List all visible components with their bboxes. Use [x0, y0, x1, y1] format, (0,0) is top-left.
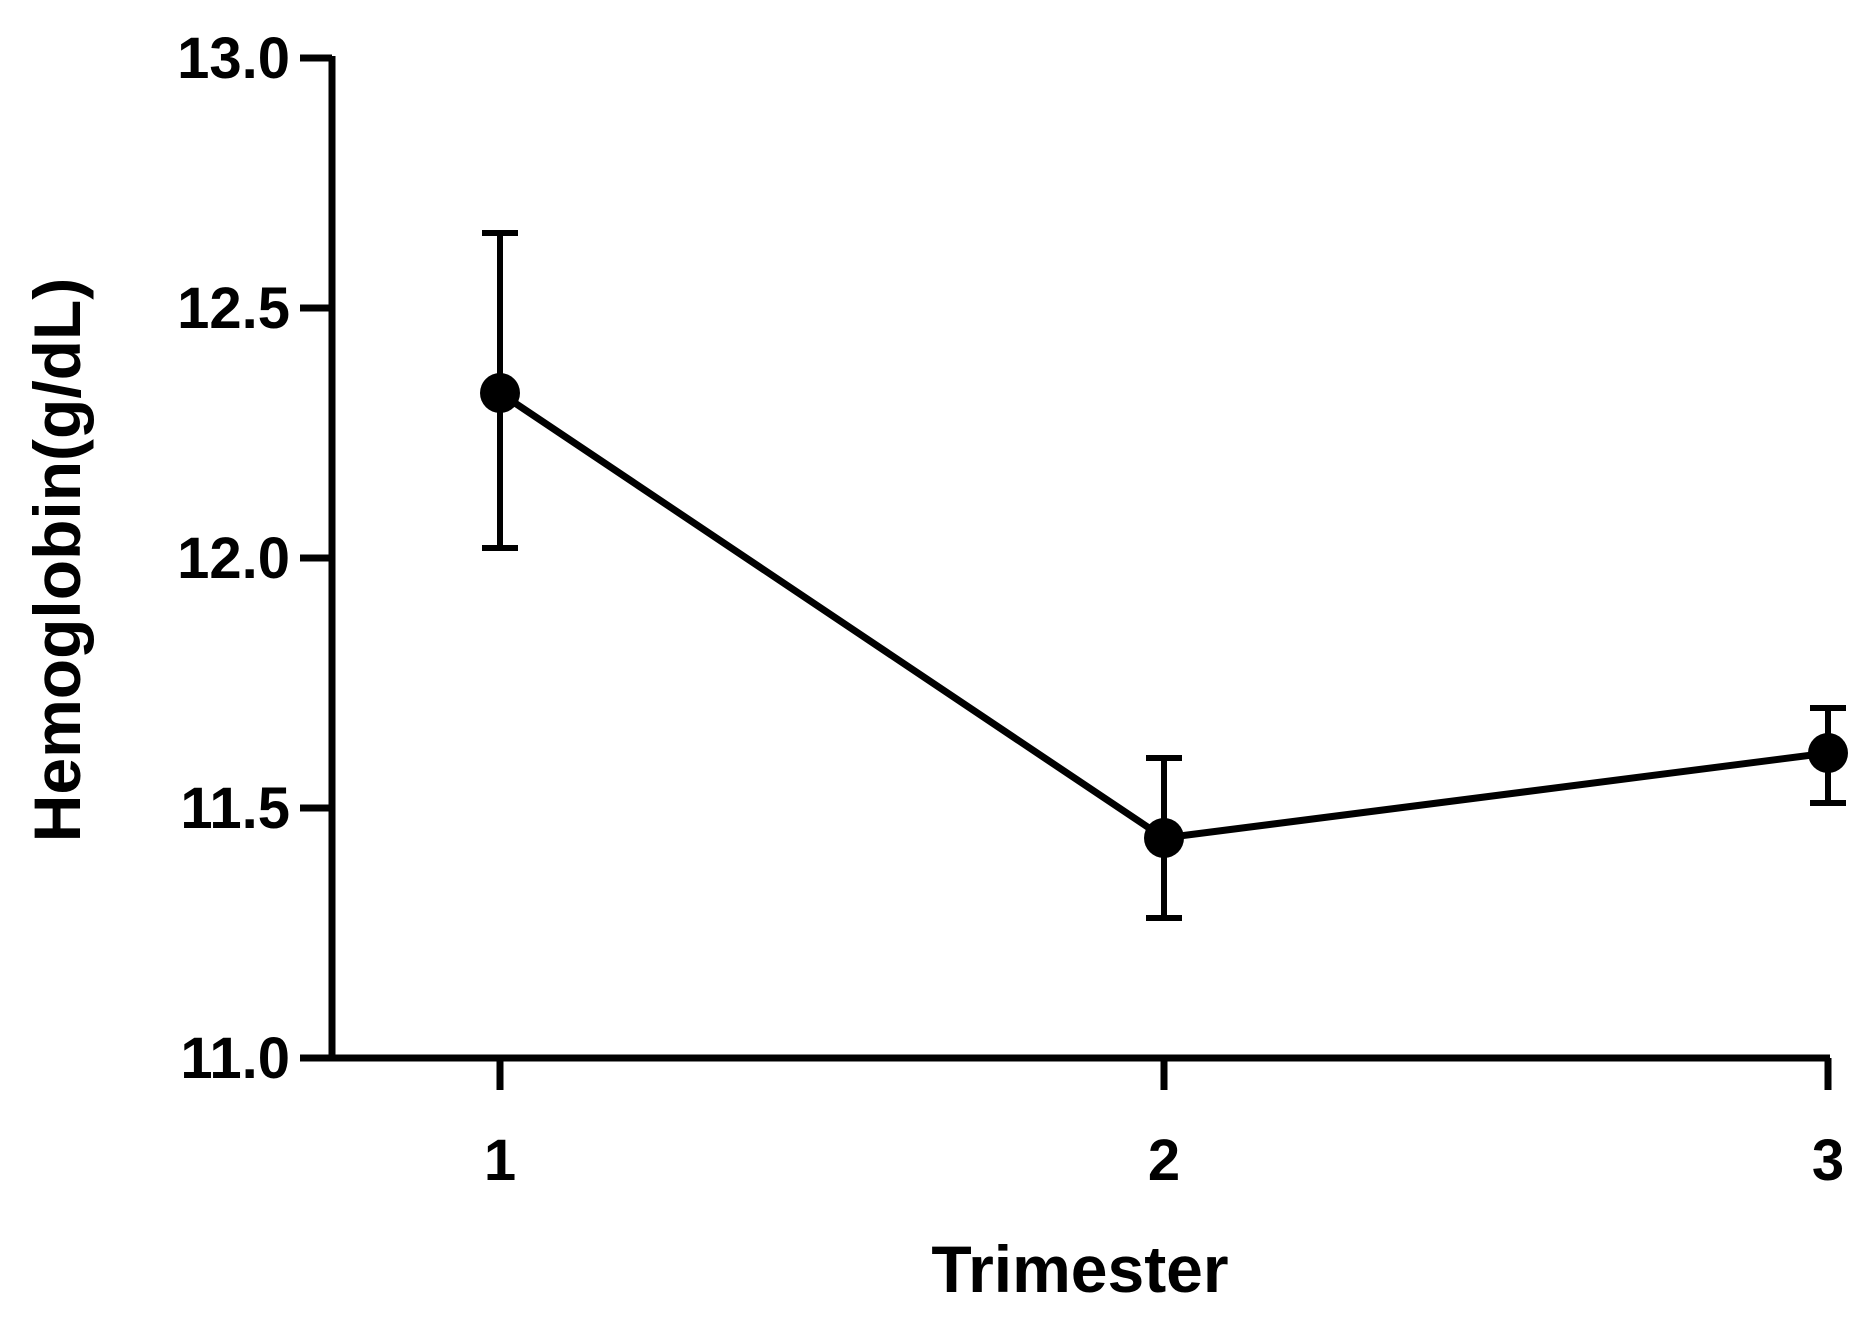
y-tick-label: 12.5	[177, 276, 290, 341]
x-ticks: 1 2 3	[484, 1058, 1844, 1193]
x-axis-title: Trimester	[931, 1232, 1228, 1306]
data-point	[1808, 733, 1848, 773]
y-tick-label: 11.5	[180, 776, 290, 841]
x-tick-label: 3	[1812, 1128, 1844, 1193]
x-tick-label: 2	[1148, 1128, 1180, 1193]
y-ticks: 11.0 11.5 12.0 12.5 13.0	[177, 26, 332, 1091]
y-axis-title: Hemoglobin(g/dL)	[20, 278, 94, 843]
x-tick-label: 1	[484, 1128, 516, 1193]
data-series	[480, 230, 1848, 921]
y-tick-label: 12.0	[177, 526, 290, 591]
y-tick-label: 13.0	[177, 26, 290, 91]
data-point	[1144, 818, 1184, 858]
y-tick-label: 11.0	[180, 1026, 290, 1091]
data-point	[480, 373, 520, 413]
